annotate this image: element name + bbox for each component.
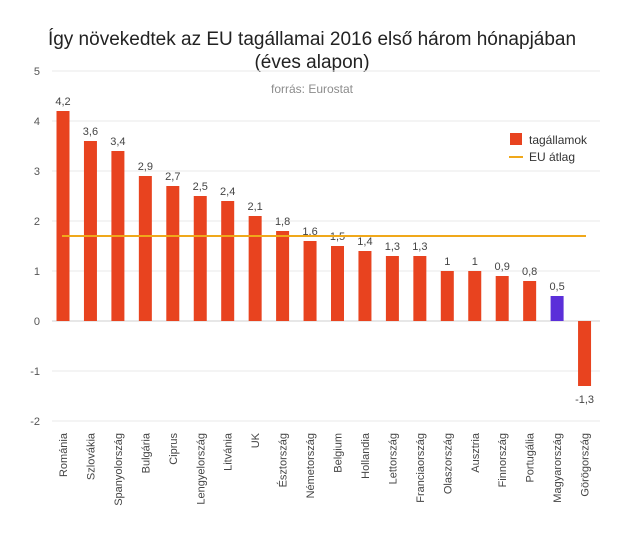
data-label: 1,4: [357, 236, 372, 248]
bar: [550, 296, 564, 321]
data-label: 2,4: [220, 186, 235, 198]
bar: [331, 246, 344, 321]
x-tick-label: UK: [250, 432, 262, 448]
bar: [83, 141, 97, 321]
x-tick-label: Hollandia: [360, 432, 372, 479]
data-label: 2,1: [248, 201, 263, 213]
bar: [221, 201, 235, 321]
bar: [193, 196, 207, 321]
x-tick-label: Franciaország: [415, 433, 427, 503]
x-axis-labels: Románia Szlovákia Spanyolország Bulgária Cip…: [58, 432, 592, 506]
y-tick-label: 5: [34, 66, 40, 78]
bar: [578, 321, 592, 386]
bar: [385, 256, 399, 321]
legend-swatch-bars: [510, 133, 522, 145]
x-tick-label: Szlovákia: [85, 432, 97, 480]
data-label: 3,6: [83, 126, 98, 138]
x-tick-label: Ausztria: [470, 432, 482, 473]
chart-title-line-2: (éves alapon): [254, 52, 370, 73]
bar: [138, 176, 152, 321]
data-label: 1,3: [412, 241, 427, 253]
y-tick-label: -1: [30, 366, 40, 378]
x-tick-label: Magyarország: [552, 433, 564, 503]
bar: [303, 241, 317, 321]
x-tick-label: Ciprus: [168, 433, 180, 465]
x-tick-label: Spanyolország: [113, 433, 125, 506]
y-axis-ticks: -2 -1 0 1 2 3 4 5: [30, 66, 40, 428]
data-label: 3,4: [110, 136, 125, 148]
x-tick-label: Lengyelország: [195, 433, 207, 505]
bar: [495, 276, 509, 321]
data-label: 1: [472, 256, 478, 268]
x-tick-label: Finnország: [497, 433, 509, 487]
bars: [56, 111, 592, 386]
data-label: 0,9: [495, 261, 510, 273]
y-tick-label: 0: [34, 316, 40, 328]
bar: [56, 111, 70, 321]
y-tick-label: 4: [34, 116, 40, 128]
legend-label-line: EU átlag: [529, 150, 575, 164]
chart-title: Így növekedtek az EU tagállamai 2016 els…: [0, 28, 624, 74]
x-tick-label: Németország: [305, 433, 317, 498]
data-label: 0,8: [522, 266, 537, 278]
y-tick-label: 2: [34, 216, 40, 228]
data-label: 1,8: [275, 216, 290, 228]
bar: [166, 186, 180, 321]
data-labels: 4,23,63,42,92,72,52,42,11,81,61,51,41,31…: [55, 96, 594, 406]
legend: tagállamok EU átlag: [509, 133, 588, 164]
x-tick-label: Litvánia: [223, 432, 235, 471]
x-tick-label: Lettország: [387, 433, 399, 484]
data-label: 2,7: [165, 171, 180, 183]
data-label: 2,5: [193, 181, 208, 193]
x-tick-label: Olaszország: [442, 433, 454, 494]
x-tick-label: Belgium: [333, 433, 345, 473]
bar: [358, 251, 372, 321]
chart-title-line-1: Így növekedtek az EU tagállamai 2016 els…: [47, 29, 577, 50]
x-tick-label: Portugália: [525, 432, 537, 482]
y-tick-label: 1: [34, 266, 40, 278]
bar: [248, 216, 262, 321]
x-tick-label: Észtország: [277, 433, 290, 487]
chart-subtitle: forrás: Eurostat: [270, 82, 354, 96]
data-label: 2,9: [138, 161, 153, 173]
x-tick-label: Románia: [58, 432, 70, 477]
data-label: 1,3: [385, 241, 400, 253]
y-tick-label: 3: [34, 166, 40, 178]
bar: [413, 256, 427, 321]
legend-label-bars: tagállamok: [529, 133, 588, 147]
data-label: 4,2: [55, 96, 70, 108]
x-tick-label: Görögország: [580, 433, 592, 497]
grid-lines: [52, 70, 600, 422]
bar: [276, 231, 290, 321]
x-tick-label: Bulgária: [140, 432, 152, 473]
bar: [523, 281, 537, 321]
data-label: 0,5: [549, 281, 564, 293]
data-label: 1: [444, 256, 450, 268]
bar: [440, 271, 454, 321]
y-tick-label: -2: [30, 416, 40, 428]
bar: [468, 271, 482, 321]
data-label: -1,3: [575, 394, 594, 406]
